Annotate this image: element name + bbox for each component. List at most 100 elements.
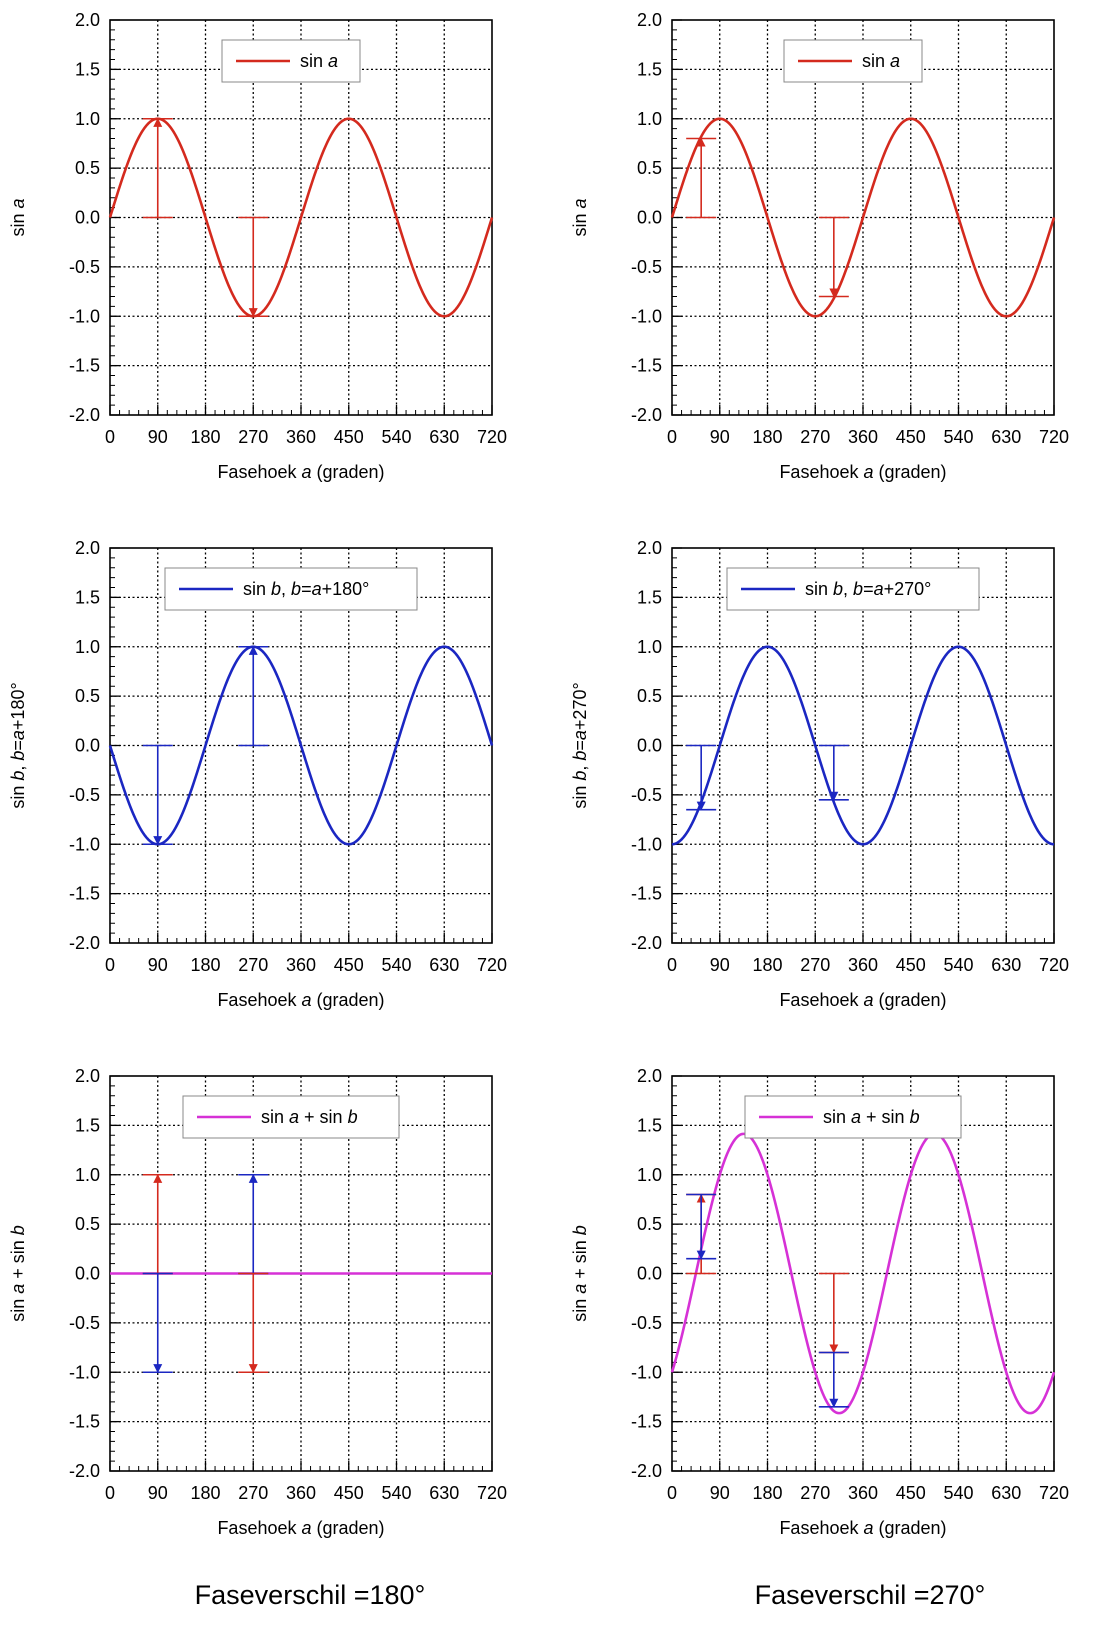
- y-tick-label: -1.0: [631, 834, 662, 854]
- y-tick-label: -0.5: [631, 257, 662, 277]
- x-tick-label: 270: [800, 955, 830, 975]
- y-tick-label: 1.0: [637, 637, 662, 657]
- x-tick-label: 450: [896, 1483, 926, 1503]
- y-tick-label: -1.5: [631, 1412, 662, 1432]
- legend-entry: sin a: [300, 51, 338, 71]
- x-tick-label: 270: [238, 1483, 268, 1503]
- y-axis-label: sin b, b=a+180°: [8, 682, 28, 808]
- x-tick-label: 0: [105, 427, 115, 447]
- y-tick-label: -1.5: [69, 884, 100, 904]
- x-tick-label: 180: [190, 955, 220, 975]
- legend-entry: sin b, b=a+180°: [243, 579, 369, 599]
- y-tick-label: 1.5: [637, 1115, 662, 1135]
- y-tick-label: -0.5: [631, 785, 662, 805]
- x-tick-label: 540: [943, 1483, 973, 1503]
- x-tick-label: 0: [105, 955, 115, 975]
- y-tick-label: 1.5: [637, 587, 662, 607]
- chart-bottom-right: 0 90 180 270 360 450 540 630 720 -2.0 -1.5 -1.0 -0.5…: [570, 1066, 1069, 1538]
- x-tick-label: 270: [800, 1483, 830, 1503]
- x-tick-label: 0: [667, 1483, 677, 1503]
- y-tick-label: 0.0: [637, 736, 662, 756]
- legend-entry: sin a + sin b: [261, 1107, 358, 1127]
- x-tick-label: 0: [105, 1483, 115, 1503]
- y-axis-label: sin b, b=a+270°: [570, 682, 590, 808]
- y-tick-label: -2.0: [631, 405, 662, 425]
- x-axis-label: Fasehoek a (graden): [217, 462, 384, 482]
- y-tick-label: -2.0: [69, 405, 100, 425]
- y-tick-label: 1.0: [75, 637, 100, 657]
- x-tick-label: 0: [667, 955, 677, 975]
- chart-top-left: 0 90 180 270 360 450 540 630 720 -2.0 -1.5 -1.0 -0.5…: [8, 10, 507, 482]
- legend-entry: sin b, b=a+270°: [805, 579, 931, 599]
- x-tick-label: 360: [848, 955, 878, 975]
- x-axis-label: Fasehoek a (graden): [217, 1518, 384, 1538]
- y-tick-label: 0.0: [637, 1264, 662, 1284]
- x-tick-label: 360: [286, 1483, 316, 1503]
- y-tick-label: 0.5: [637, 1214, 662, 1234]
- y-tick-label: 0.5: [75, 1214, 100, 1234]
- x-tick-label: 0: [667, 427, 677, 447]
- chart-middle-right: 0 90 180 270 360 450 540 630 720 -2.0 -1.5 -1.0 -0.5…: [570, 538, 1069, 1010]
- y-tick-label: 2.0: [637, 10, 662, 30]
- y-axis-label: sin a + sin b: [570, 1225, 590, 1322]
- y-tick-label: -0.5: [69, 1313, 100, 1333]
- y-tick-label: -2.0: [69, 1461, 100, 1481]
- x-tick-label: 450: [334, 427, 364, 447]
- x-tick-label: 720: [477, 427, 507, 447]
- x-tick-label: 720: [1039, 1483, 1069, 1503]
- x-tick-label: 540: [943, 955, 973, 975]
- y-tick-label: -1.5: [69, 1412, 100, 1432]
- x-tick-label: 450: [334, 955, 364, 975]
- x-tick-label: 360: [286, 427, 316, 447]
- y-tick-label: -2.0: [631, 933, 662, 953]
- y-tick-label: 1.5: [75, 1115, 100, 1135]
- x-tick-label: 720: [1039, 427, 1069, 447]
- series-line: [671, 645, 1055, 846]
- y-tick-label: 0.5: [637, 158, 662, 178]
- y-tick-label: -0.5: [69, 257, 100, 277]
- x-tick-label: 180: [752, 1483, 782, 1503]
- x-tick-label: 270: [238, 427, 268, 447]
- x-tick-label: 90: [148, 427, 168, 447]
- x-tick-label: 360: [848, 1483, 878, 1503]
- x-tick-label: 630: [429, 955, 459, 975]
- x-tick-label: 450: [896, 427, 926, 447]
- caption-phase-difference-270: Faseverschil =270°: [754, 1580, 986, 1610]
- y-tick-label: 0.0: [75, 208, 100, 228]
- x-tick-label: 630: [991, 1483, 1021, 1503]
- x-tick-label: 180: [190, 427, 220, 447]
- y-tick-label: -1.0: [631, 1362, 662, 1382]
- y-tick-label: -1.0: [69, 834, 100, 854]
- series-line: [670, 1132, 1056, 1415]
- y-tick-label: 2.0: [75, 10, 100, 30]
- x-tick-label: 270: [800, 427, 830, 447]
- legend-entry: sin a + sin b: [823, 1107, 920, 1127]
- x-tick-label: 450: [334, 1483, 364, 1503]
- legend-entry: sin a: [862, 51, 900, 71]
- x-tick-label: 180: [752, 427, 782, 447]
- x-tick-label: 630: [429, 427, 459, 447]
- series-line: [108, 645, 494, 846]
- x-tick-label: 450: [896, 955, 926, 975]
- x-tick-label: 540: [381, 955, 411, 975]
- x-tick-label: 720: [477, 1483, 507, 1503]
- x-tick-label: 180: [190, 1483, 220, 1503]
- y-tick-label: 1.5: [75, 587, 100, 607]
- y-tick-label: 1.0: [637, 1165, 662, 1185]
- x-axis-label: Fasehoek a (graden): [217, 990, 384, 1010]
- y-axis-label: sin a + sin b: [8, 1225, 28, 1322]
- y-tick-label: 2.0: [75, 1066, 100, 1086]
- x-tick-label: 90: [710, 427, 730, 447]
- y-tick-label: -1.0: [69, 306, 100, 326]
- y-tick-label: 1.5: [75, 59, 100, 79]
- x-axis-label: Fasehoek a (graden): [779, 462, 946, 482]
- y-tick-label: 1.0: [75, 1165, 100, 1185]
- y-axis-label: sin a: [8, 198, 28, 236]
- x-tick-label: 540: [381, 427, 411, 447]
- chart-top-right: 0 90 180 270 360 450 540 630 720 -2.0 -1.5 -1.0 -0.5…: [570, 10, 1069, 482]
- x-tick-label: 360: [848, 427, 878, 447]
- x-tick-label: 720: [1039, 955, 1069, 975]
- x-tick-label: 90: [148, 955, 168, 975]
- y-axis-label: sin a: [570, 198, 590, 236]
